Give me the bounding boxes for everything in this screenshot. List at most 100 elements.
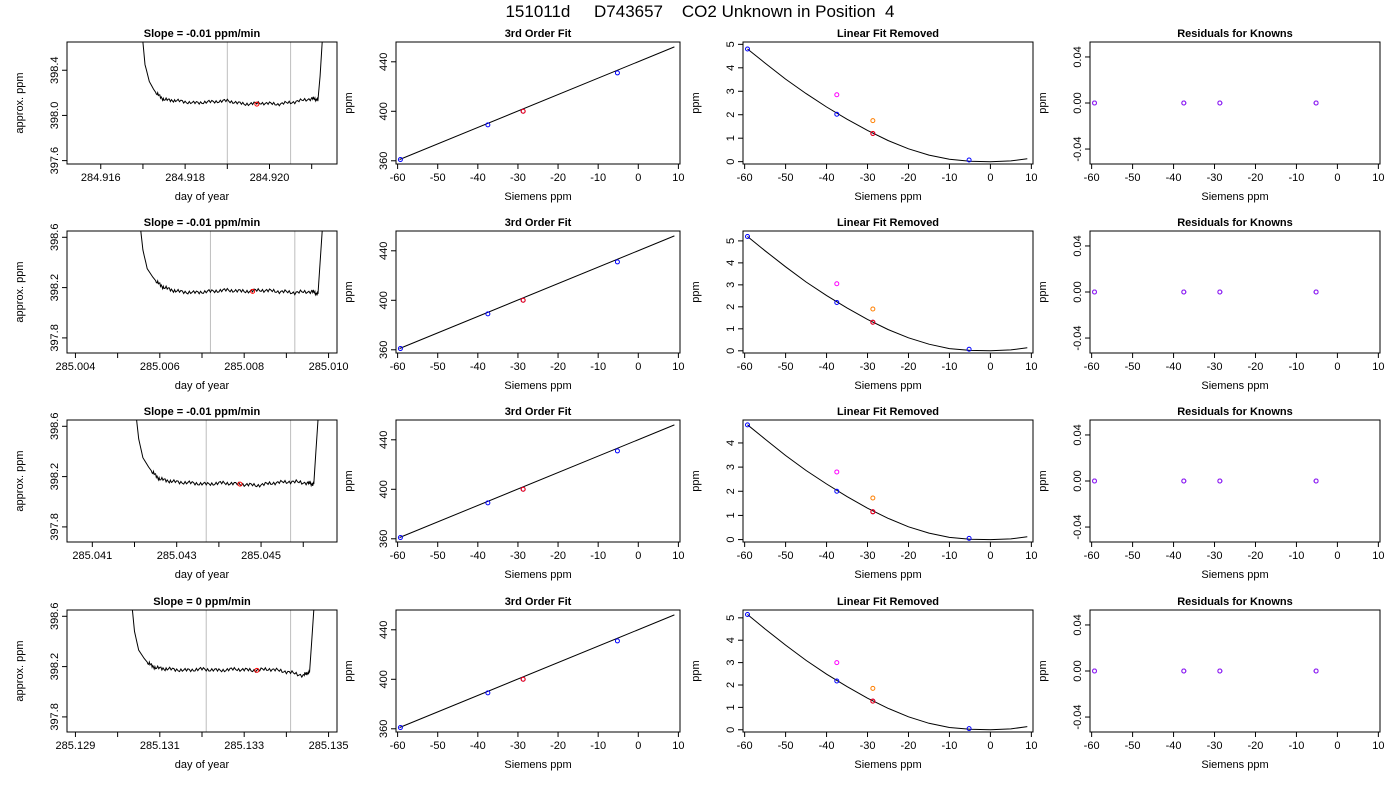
data-point <box>1313 478 1319 484</box>
x-tick-label: -10 <box>941 550 957 562</box>
data-point <box>870 509 876 515</box>
plot-area <box>397 235 675 352</box>
data-point <box>834 281 840 287</box>
x-tick-label: -60 <box>390 740 406 752</box>
data-point <box>834 111 840 117</box>
data-point <box>1313 668 1319 674</box>
x-tick-label: -50 <box>1125 740 1141 752</box>
y-tick-label: 360 <box>378 720 390 738</box>
data-point <box>1217 100 1223 106</box>
data-point <box>870 131 876 136</box>
x-tick-label: -60 <box>737 172 753 184</box>
y-axis-label: approx. ppm <box>14 261 26 322</box>
chart-panel: 3rd Order Fit -60 -50 -40 -30 -20 -10 0 10 360 400… <box>343 406 685 581</box>
y-tick-label: 0.04 <box>1072 424 1084 445</box>
y-tick-label: 440 <box>378 53 390 71</box>
x-tick-label: 0 <box>635 740 641 752</box>
x-tick-label: -40 <box>470 361 486 373</box>
data-point <box>1217 668 1223 674</box>
x-tick-label: -30 <box>1207 550 1223 562</box>
chart-title: Linear Fit Removed <box>837 406 939 418</box>
fit-curve <box>399 235 675 349</box>
plot-frame <box>742 41 1034 165</box>
y-tick-label: -0.04 <box>1072 136 1084 161</box>
x-tick-label: 10 <box>1025 550 1037 562</box>
data-point <box>834 92 840 98</box>
x-tick-label: -20 <box>550 361 566 373</box>
y-tick-label: 440 <box>378 431 390 449</box>
data-point <box>1181 668 1187 674</box>
x-tick-label: -40 <box>1166 172 1182 184</box>
plot-area <box>142 42 323 164</box>
data-point <box>966 726 972 732</box>
x-axis-label: Siemens ppm <box>1201 191 1268 203</box>
x-tick-label: -20 <box>901 361 917 373</box>
chart-title: Slope = -0.01 ppm/min <box>144 28 261 40</box>
plot-frame <box>395 419 681 543</box>
x-tick-label: -30 <box>860 361 876 373</box>
y-tick-label: 0.04 <box>1072 46 1084 67</box>
chart-panel: Slope = -0.01 ppm/min 284.916 284.918 284.9… <box>14 28 338 203</box>
y-tick-label: 398.2 <box>49 274 61 302</box>
x-tick-label: -50 <box>430 740 446 752</box>
data-point <box>1092 668 1098 674</box>
plot-frame <box>1089 609 1381 733</box>
x-tick-label: -30 <box>510 361 526 373</box>
fit-curve <box>399 614 675 728</box>
y-axis-label: ppm <box>690 660 702 681</box>
x-tick-label: -40 <box>1166 550 1182 562</box>
data-point <box>520 486 526 492</box>
y-tick-label: 0.04 <box>1072 614 1084 635</box>
x-tick-label: -50 <box>430 172 446 184</box>
x-tick-label: 0 <box>987 550 993 562</box>
data-point <box>614 70 620 76</box>
x-tick-label: -40 <box>819 361 835 373</box>
chart-title: Slope = 0 ppm/min <box>153 596 251 608</box>
x-tick-label: 0 <box>1334 550 1340 562</box>
y-axis-label: ppm <box>343 470 355 491</box>
chart-title: Residuals for Knowns <box>1177 406 1293 418</box>
data-point <box>870 306 876 312</box>
data-point <box>870 495 876 501</box>
data-point <box>745 233 751 239</box>
chart-title: Residuals for Knowns <box>1177 217 1293 229</box>
y-axis-label: ppm <box>343 92 355 113</box>
chart-title: Slope = -0.01 ppm/min <box>144 217 261 229</box>
x-tick-label: -30 <box>1207 172 1223 184</box>
data-line <box>142 42 323 107</box>
plot-frame <box>395 41 681 165</box>
plot-area <box>1092 478 1319 484</box>
chart-title: Residuals for Knowns <box>1177 28 1293 40</box>
plot-frame <box>1089 419 1381 543</box>
x-tick-label: 0 <box>635 172 641 184</box>
x-axis-label: Siemens ppm <box>504 191 571 203</box>
x-tick-label: -30 <box>1207 740 1223 752</box>
x-tick-label: -10 <box>590 361 606 373</box>
y-tick-label: 360 <box>378 341 390 359</box>
x-tick-label: 0 <box>987 172 993 184</box>
data-point <box>870 698 876 704</box>
x-tick-label: -60 <box>390 361 406 373</box>
data-line <box>136 420 319 488</box>
x-tick-label: -10 <box>1288 740 1304 752</box>
fit-curve <box>399 46 675 160</box>
x-tick-label: -40 <box>470 550 486 562</box>
plot-area <box>745 46 1028 163</box>
data-point <box>745 422 751 428</box>
data-point <box>966 535 972 541</box>
x-tick-label: -40 <box>470 172 486 184</box>
y-tick-label: 1 <box>725 704 737 710</box>
plot-area <box>1092 668 1319 674</box>
unknown-marker <box>237 481 243 487</box>
x-tick-label: -50 <box>1125 361 1141 373</box>
x-tick-label: -10 <box>941 740 957 752</box>
chart-title: 3rd Order Fit <box>505 28 572 40</box>
x-tick-label: -10 <box>941 172 957 184</box>
y-tick-label: 398.2 <box>49 463 61 491</box>
unknown-marker <box>254 101 260 107</box>
y-tick-label: 360 <box>378 530 390 548</box>
data-point <box>834 660 840 666</box>
x-tick-label: -50 <box>430 550 446 562</box>
x-tick-label: 285.008 <box>224 361 264 373</box>
